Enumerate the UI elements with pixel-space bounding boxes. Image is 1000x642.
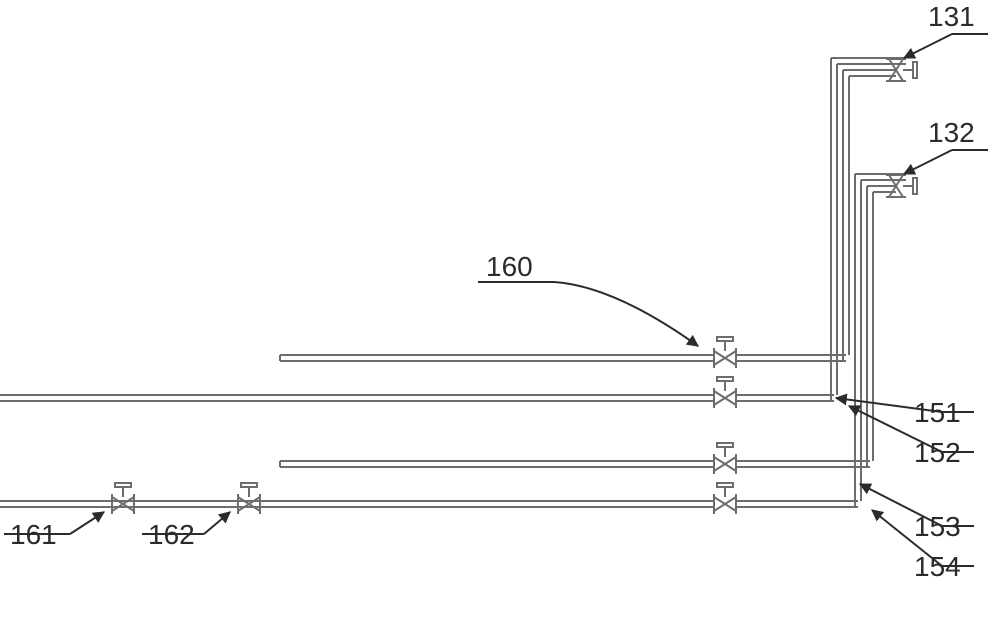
valve-161 <box>112 483 134 514</box>
label-162-lead2 <box>204 512 230 534</box>
label-131-text: 131 <box>928 1 975 32</box>
label-160-curve <box>554 282 698 346</box>
label-131-lead2 <box>904 34 952 58</box>
valve-153 <box>714 443 736 474</box>
label-153-lead2 <box>860 484 942 526</box>
valve-154 <box>714 483 736 514</box>
valve-162 <box>238 483 260 514</box>
label-160-text: 160 <box>486 251 533 282</box>
valve-160 <box>714 337 736 368</box>
label-161-lead2 <box>70 512 104 534</box>
valve-151 <box>714 377 736 408</box>
label-132-text: 132 <box>928 117 975 148</box>
label-132-lead2 <box>904 150 952 174</box>
